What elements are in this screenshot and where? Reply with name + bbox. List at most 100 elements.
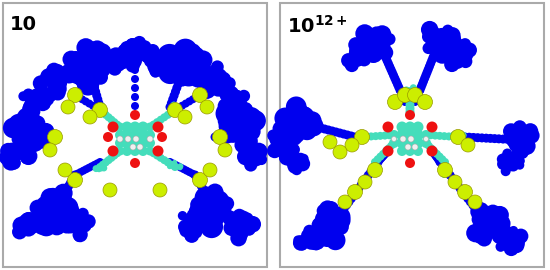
Circle shape: [378, 153, 387, 161]
Circle shape: [405, 87, 412, 94]
Circle shape: [323, 214, 339, 230]
Circle shape: [180, 60, 190, 69]
Circle shape: [309, 122, 318, 130]
Circle shape: [175, 56, 194, 74]
Circle shape: [358, 135, 365, 142]
Circle shape: [117, 44, 134, 60]
Circle shape: [500, 166, 510, 176]
Circle shape: [20, 151, 33, 164]
Circle shape: [77, 73, 99, 96]
Circle shape: [452, 53, 466, 67]
Circle shape: [397, 89, 405, 97]
Circle shape: [441, 167, 446, 171]
Circle shape: [233, 209, 246, 222]
Circle shape: [153, 53, 166, 66]
Circle shape: [246, 146, 258, 159]
Circle shape: [443, 41, 457, 55]
Circle shape: [376, 132, 384, 140]
Circle shape: [210, 79, 227, 97]
Circle shape: [328, 210, 346, 228]
Circle shape: [406, 91, 412, 97]
Circle shape: [354, 184, 363, 193]
Circle shape: [446, 35, 458, 47]
Circle shape: [112, 53, 122, 63]
Circle shape: [212, 131, 222, 141]
Circle shape: [223, 113, 243, 132]
Circle shape: [96, 106, 104, 114]
Circle shape: [42, 198, 67, 222]
Circle shape: [230, 100, 244, 114]
Circle shape: [146, 123, 154, 131]
Circle shape: [507, 135, 516, 144]
Circle shape: [379, 150, 387, 158]
Circle shape: [109, 49, 119, 60]
Circle shape: [453, 181, 462, 190]
Circle shape: [129, 130, 140, 140]
Circle shape: [45, 130, 54, 139]
Circle shape: [74, 218, 88, 233]
Circle shape: [157, 116, 164, 124]
Circle shape: [90, 83, 99, 92]
Circle shape: [87, 162, 96, 170]
Circle shape: [404, 130, 415, 140]
Circle shape: [431, 151, 439, 159]
Circle shape: [373, 157, 382, 167]
Circle shape: [384, 144, 393, 153]
Circle shape: [177, 163, 183, 170]
Circle shape: [129, 137, 140, 149]
Circle shape: [51, 82, 64, 95]
Circle shape: [170, 162, 176, 169]
Circle shape: [42, 70, 56, 85]
Circle shape: [245, 110, 266, 131]
Circle shape: [288, 144, 300, 156]
Circle shape: [405, 101, 415, 110]
Circle shape: [199, 197, 217, 215]
Circle shape: [370, 32, 386, 49]
Circle shape: [80, 55, 95, 70]
Circle shape: [187, 208, 200, 222]
Circle shape: [51, 205, 59, 214]
Circle shape: [420, 74, 429, 83]
Circle shape: [405, 87, 415, 96]
Circle shape: [103, 183, 117, 197]
Circle shape: [152, 122, 163, 133]
Circle shape: [311, 217, 327, 232]
Circle shape: [79, 52, 103, 76]
Circle shape: [202, 203, 222, 223]
Circle shape: [377, 154, 386, 162]
Circle shape: [305, 238, 316, 249]
Circle shape: [490, 134, 499, 143]
Circle shape: [200, 215, 223, 238]
Circle shape: [96, 158, 104, 166]
Circle shape: [346, 131, 356, 140]
Circle shape: [37, 209, 55, 226]
Circle shape: [28, 122, 36, 130]
Circle shape: [40, 205, 60, 226]
Circle shape: [384, 59, 393, 68]
Circle shape: [300, 117, 319, 136]
Circle shape: [152, 146, 163, 157]
Circle shape: [236, 211, 250, 225]
Circle shape: [51, 71, 65, 85]
Circle shape: [87, 72, 96, 81]
Circle shape: [275, 136, 290, 151]
Circle shape: [521, 137, 532, 148]
Circle shape: [343, 130, 352, 140]
Circle shape: [63, 212, 76, 224]
Circle shape: [446, 171, 455, 180]
Circle shape: [107, 146, 118, 157]
Circle shape: [205, 195, 213, 204]
Circle shape: [397, 122, 408, 133]
Circle shape: [414, 91, 422, 99]
Circle shape: [107, 154, 116, 162]
Circle shape: [171, 103, 176, 107]
Circle shape: [73, 221, 84, 232]
Circle shape: [153, 118, 161, 126]
Circle shape: [43, 188, 63, 207]
Circle shape: [375, 38, 384, 48]
Circle shape: [497, 154, 508, 165]
Circle shape: [352, 44, 366, 58]
Circle shape: [7, 156, 21, 170]
Circle shape: [280, 142, 292, 153]
Circle shape: [18, 115, 38, 136]
